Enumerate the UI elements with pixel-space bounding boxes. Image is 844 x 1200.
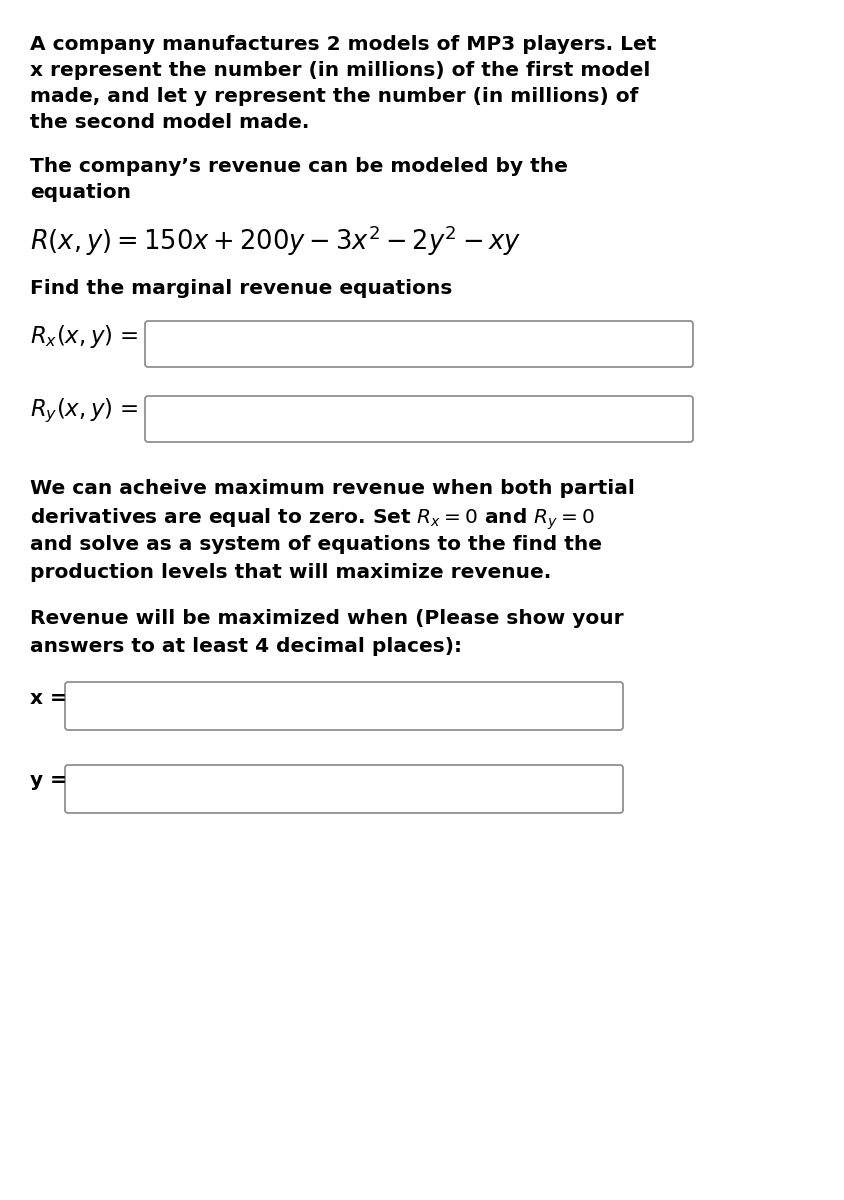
Text: production levels that will maximize revenue.: production levels that will maximize rev… (30, 563, 551, 582)
Text: A company manufactures 2 models of MP3 players. Let: A company manufactures 2 models of MP3 p… (30, 35, 657, 54)
Text: and solve as a system of equations to the find the: and solve as a system of equations to th… (30, 535, 602, 554)
Text: $R(x, y) = 150x + 200y - 3x^2 - 2y^2 - xy$: $R(x, y) = 150x + 200y - 3x^2 - 2y^2 - x… (30, 223, 522, 258)
Text: the second model made.: the second model made. (30, 113, 310, 132)
Text: We can acheive maximum revenue when both partial: We can acheive maximum revenue when both… (30, 479, 635, 498)
FancyBboxPatch shape (65, 766, 623, 814)
Text: $R_x(x, y)$ =: $R_x(x, y)$ = (30, 323, 138, 349)
Text: made, and let y represent the number (in millions) of: made, and let y represent the number (in… (30, 86, 638, 106)
Text: derivatives are equal to zero. Set $R_x = 0$ and $R_y = 0$: derivatives are equal to zero. Set $R_x … (30, 506, 595, 533)
Text: x =: x = (30, 689, 67, 708)
Text: Revenue will be maximized when (Please show your: Revenue will be maximized when (Please s… (30, 608, 624, 628)
Text: equation: equation (30, 182, 131, 202)
FancyBboxPatch shape (145, 396, 693, 442)
FancyBboxPatch shape (65, 682, 623, 730)
Text: $R_y(x, y)$ =: $R_y(x, y)$ = (30, 397, 138, 425)
Text: y =: y = (30, 772, 67, 791)
Text: The company’s revenue can be modeled by the: The company’s revenue can be modeled by … (30, 157, 568, 176)
FancyBboxPatch shape (145, 320, 693, 367)
Text: Find the marginal revenue equations: Find the marginal revenue equations (30, 278, 452, 298)
Text: x represent the number (in millions) of the first model: x represent the number (in millions) of … (30, 61, 651, 80)
Text: answers to at least 4 decimal places):: answers to at least 4 decimal places): (30, 637, 462, 656)
